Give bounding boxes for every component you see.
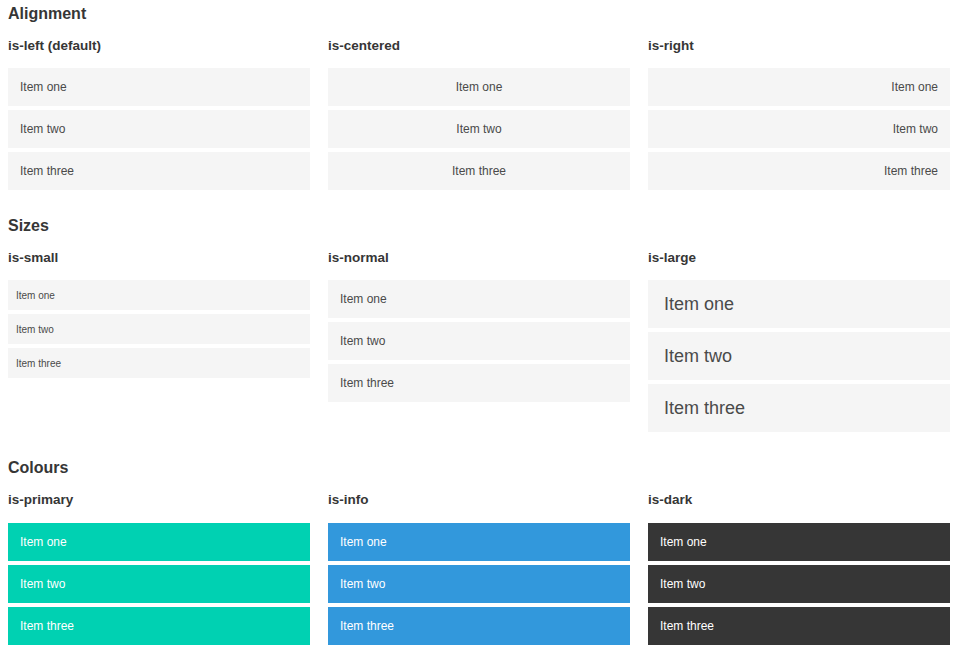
section-sizes: Sizes is-small Item one Item two Item th…	[8, 216, 950, 432]
list-is-primary: Item one Item two Item three	[8, 523, 310, 645]
list-item: Item two	[8, 314, 310, 344]
column-is-primary: is-primary Item one Item two Item three	[8, 492, 310, 644]
list-is-centered: Item one Item two Item three	[328, 68, 630, 190]
list-item: Item three	[8, 607, 310, 645]
column-title: is-left (default)	[8, 38, 310, 54]
list-item: Item two	[328, 110, 630, 148]
column-title: is-primary	[8, 492, 310, 508]
list-is-large: Item one Item two Item three	[648, 280, 950, 432]
column-is-info: is-info Item one Item two Item three	[328, 492, 630, 644]
column-title: is-right	[648, 38, 950, 54]
list-item: Item two	[648, 332, 950, 380]
list-item: Item two	[648, 110, 950, 148]
section-alignment: Alignment is-left (default) Item one Ite…	[8, 4, 950, 190]
list-item: Item three	[648, 152, 950, 190]
list-item: Item three	[328, 152, 630, 190]
section-title: Sizes	[8, 216, 950, 236]
list-item: Item two	[648, 565, 950, 603]
list-item: Item one	[648, 68, 950, 106]
list-item: Item three	[648, 607, 950, 645]
list-item: Item one	[648, 280, 950, 328]
list-item: Item one	[8, 523, 310, 561]
list-is-left: Item one Item two Item three	[8, 68, 310, 190]
column-is-left: is-left (default) Item one Item two Item…	[8, 38, 310, 190]
list-item: Item three	[8, 348, 310, 378]
list-item: Item one	[8, 280, 310, 310]
column-is-large: is-large Item one Item two Item three	[648, 250, 950, 432]
list-item: Item two	[328, 322, 630, 360]
section-title: Alignment	[8, 4, 950, 24]
column-title: is-centered	[328, 38, 630, 54]
column-title: is-dark	[648, 492, 950, 508]
list-item: Item three	[8, 152, 310, 190]
list-item: Item three	[328, 607, 630, 645]
column-is-dark: is-dark Item one Item two Item three	[648, 492, 950, 644]
column-title: is-small	[8, 250, 310, 266]
list-item: Item two	[8, 565, 310, 603]
list-item: Item two	[328, 565, 630, 603]
column-is-right: is-right Item one Item two Item three	[648, 38, 950, 190]
list-item: Item one	[328, 68, 630, 106]
sizes-columns: is-small Item one Item two Item three is…	[8, 250, 950, 432]
column-is-centered: is-centered Item one Item two Item three	[328, 38, 630, 190]
list-is-small: Item one Item two Item three	[8, 280, 310, 378]
list-demo-page: Alignment is-left (default) Item one Ite…	[0, 0, 960, 654]
list-is-right: Item one Item two Item three	[648, 68, 950, 190]
list-item: Item three	[328, 364, 630, 402]
list-item: Item one	[328, 523, 630, 561]
list-item: Item one	[8, 68, 310, 106]
list-is-info: Item one Item two Item three	[328, 523, 630, 645]
list-is-normal: Item one Item two Item three	[328, 280, 630, 402]
column-title: is-normal	[328, 250, 630, 266]
column-is-normal: is-normal Item one Item two Item three	[328, 250, 630, 432]
section-title: Colours	[8, 458, 950, 478]
list-is-dark: Item one Item two Item three	[648, 523, 950, 645]
colours-columns: is-primary Item one Item two Item three …	[8, 492, 950, 644]
section-colours: Colours is-primary Item one Item two Ite…	[8, 458, 950, 644]
list-item: Item one	[648, 523, 950, 561]
list-item: Item two	[8, 110, 310, 148]
column-title: is-info	[328, 492, 630, 508]
list-item: Item one	[328, 280, 630, 318]
column-title: is-large	[648, 250, 950, 266]
column-is-small: is-small Item one Item two Item three	[8, 250, 310, 432]
alignment-columns: is-left (default) Item one Item two Item…	[8, 38, 950, 190]
list-item: Item three	[648, 384, 950, 432]
